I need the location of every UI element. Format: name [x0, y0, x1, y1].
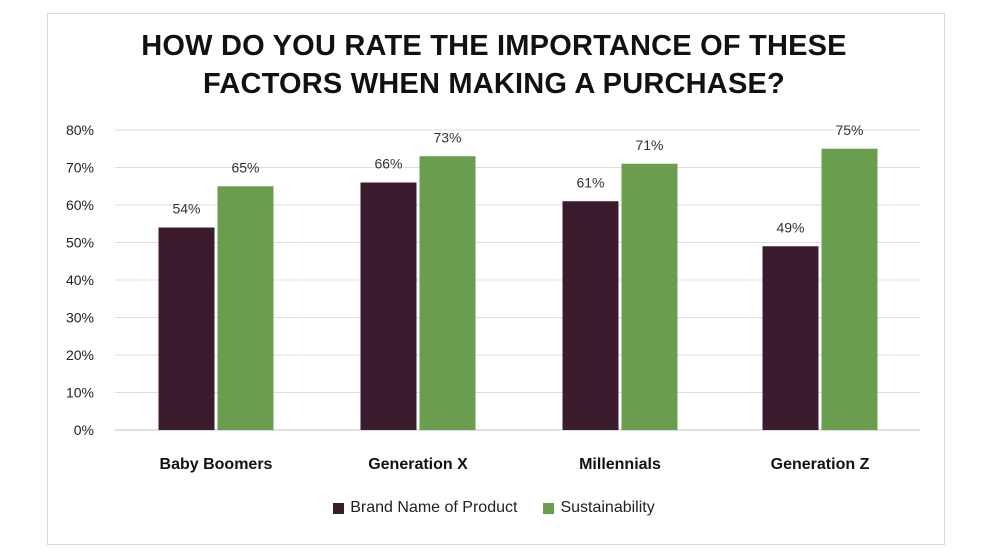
- bar-brand: [360, 182, 417, 430]
- bar-brand: [158, 227, 215, 430]
- x-category-label: Generation Z: [771, 456, 870, 473]
- data-label: 66%: [374, 156, 402, 172]
- legend-item-brand: Brand Name of Product: [333, 499, 517, 517]
- data-label: 61%: [576, 174, 604, 190]
- y-tick-label: 40%: [66, 272, 94, 288]
- legend-label-sustainability: Sustainability: [560, 499, 655, 516]
- chart-title-line-2: FACTORS WHEN MAKING A PURCHASE?: [203, 68, 785, 100]
- legend-item-sustainability: Sustainability: [543, 499, 655, 517]
- data-label: 54%: [172, 201, 200, 217]
- bar-sustainability: [217, 186, 274, 430]
- chart-title-line-1: HOW DO YOU RATE THE IMPORTANCE OF THESE: [141, 30, 847, 62]
- chart-legend: Brand Name of Product Sustainability: [0, 499, 988, 517]
- data-label: 75%: [835, 122, 863, 138]
- bar-brand: [762, 246, 819, 430]
- x-category-label: Generation X: [368, 456, 468, 473]
- x-category-label: Millennials: [579, 456, 661, 473]
- bar-sustainability: [419, 156, 476, 430]
- legend-swatch-brand: [333, 502, 345, 514]
- bar-sustainability: [621, 163, 678, 430]
- y-tick-label: 60%: [66, 197, 94, 213]
- data-label: 49%: [776, 219, 804, 235]
- y-tick-label: 10%: [66, 385, 94, 401]
- data-label: 73%: [433, 129, 461, 145]
- chart-title: HOW DO YOU RATE THE IMPORTANCE OF THESE …: [0, 27, 988, 103]
- legend-label-brand: Brand Name of Product: [350, 499, 518, 516]
- y-tick-label: 70%: [66, 160, 94, 176]
- y-tick-label: 80%: [66, 122, 94, 138]
- data-label: 65%: [231, 159, 259, 175]
- x-category-label: Baby Boomers: [160, 456, 273, 473]
- y-tick-label: 20%: [66, 347, 94, 363]
- legend-swatch-sustainability: [543, 502, 555, 514]
- bar-sustainability: [821, 148, 878, 430]
- y-tick-label: 50%: [66, 235, 94, 251]
- data-label: 71%: [635, 137, 663, 153]
- bar-brand: [562, 201, 619, 430]
- y-tick-label: 30%: [66, 310, 94, 326]
- y-tick-label: 0%: [74, 422, 94, 438]
